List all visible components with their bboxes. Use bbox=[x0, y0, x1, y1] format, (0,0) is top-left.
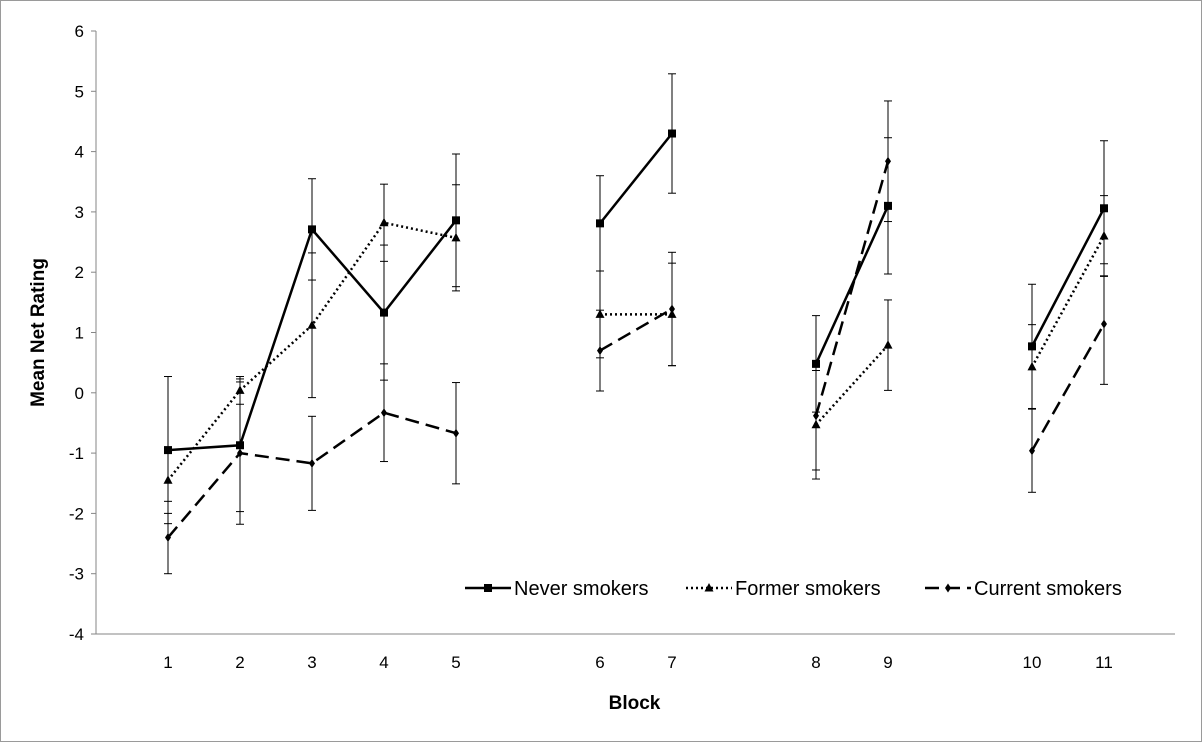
x-tick-label: 8 bbox=[811, 653, 820, 672]
legend-label-former-smokers: Former smokers bbox=[735, 578, 881, 600]
current-smokers-point bbox=[381, 408, 387, 418]
former-smokers-point bbox=[163, 475, 173, 484]
never-smokers-point bbox=[812, 359, 820, 368]
series-markers bbox=[163, 129, 1109, 543]
former-smokers-point bbox=[1099, 231, 1109, 240]
x-tick-label: 2 bbox=[235, 653, 244, 672]
y-tick-label: 6 bbox=[75, 22, 84, 41]
current-smokers-point bbox=[885, 156, 891, 166]
former-smokers-point bbox=[1027, 361, 1037, 371]
y-tick-label: -4 bbox=[69, 625, 84, 644]
former-smokers-point bbox=[883, 340, 893, 349]
y-tick-label: -2 bbox=[69, 504, 84, 523]
never-smokers-point bbox=[380, 308, 388, 317]
y-tick-label: 2 bbox=[75, 263, 84, 282]
y-tick-label: -1 bbox=[69, 444, 84, 463]
never-smokers-point bbox=[452, 216, 460, 225]
legend-label-never-smokers: Never smokers bbox=[514, 578, 648, 600]
legend-marker-former-smokers bbox=[704, 583, 714, 592]
y-tick-label: 3 bbox=[75, 203, 84, 222]
x-tick-label: 5 bbox=[451, 653, 460, 672]
series-lines bbox=[167, 132, 1106, 539]
current-smokers-point bbox=[453, 428, 459, 438]
former-smokers-point bbox=[235, 385, 245, 394]
never-smokers-point bbox=[1100, 204, 1108, 213]
current-smokers-point bbox=[1101, 319, 1107, 329]
y-axis-title: Mean Net Rating bbox=[28, 258, 49, 407]
never-smokers-point bbox=[164, 446, 172, 455]
never-smokers-point bbox=[596, 219, 604, 228]
former-smokers-point bbox=[811, 419, 821, 429]
y-tick-label: 4 bbox=[75, 143, 84, 162]
current-smokers-point bbox=[597, 346, 603, 356]
former-smokers-line bbox=[1030, 235, 1106, 368]
y-tick-label: 5 bbox=[75, 82, 84, 101]
former-smokers-line bbox=[167, 221, 457, 482]
legend: Never smokers Former smokers Current smoke… bbox=[465, 578, 1122, 600]
x-axis-ticks: 1 2 3 4 5 6 7 8 9 10 11 bbox=[163, 653, 1113, 672]
error-bars bbox=[164, 73, 1108, 575]
never-smokers-point bbox=[884, 201, 892, 210]
former-smokers-point bbox=[667, 309, 677, 318]
current-smokers-line bbox=[814, 160, 890, 417]
never-smokers-point bbox=[1028, 342, 1036, 351]
axes bbox=[95, 31, 1175, 635]
former-smokers-point bbox=[379, 217, 389, 227]
legend-marker-never-smokers bbox=[484, 584, 492, 592]
x-tick-label: 3 bbox=[307, 653, 316, 672]
y-tick-label: -3 bbox=[69, 565, 84, 584]
current-smokers-line bbox=[167, 411, 457, 539]
legend-label-current-smokers: Current smokers bbox=[974, 578, 1122, 600]
y-tick-label: 1 bbox=[75, 324, 84, 343]
former-smokers-line bbox=[815, 344, 889, 426]
legend-item-never-smokers: Never smokers bbox=[465, 578, 648, 600]
x-axis-title: Block bbox=[609, 693, 661, 714]
x-tick-label: 9 bbox=[883, 653, 892, 672]
current-smokers-point bbox=[669, 304, 675, 314]
legend-item-current-smokers: Current smokers bbox=[925, 578, 1122, 600]
x-tick-label: 7 bbox=[667, 653, 676, 672]
x-tick-label: 11 bbox=[1095, 653, 1113, 672]
legend-marker-current-smokers bbox=[945, 583, 951, 593]
never-smokers-point bbox=[236, 441, 244, 450]
never-smokers-point bbox=[668, 129, 676, 138]
current-smokers-line bbox=[1030, 323, 1106, 452]
y-tick-label: 0 bbox=[75, 384, 84, 403]
x-tick-label: 10 bbox=[1023, 653, 1042, 672]
x-tick-label: 6 bbox=[595, 653, 604, 672]
legend-item-former-smokers: Former smokers bbox=[686, 578, 881, 600]
y-axis-ticks: -4 -3 -2 -1 0 1 2 3 4 5 6 bbox=[69, 22, 96, 644]
x-tick-label: 4 bbox=[379, 653, 388, 672]
never-smokers-point bbox=[308, 225, 316, 234]
current-smokers-point bbox=[813, 411, 819, 421]
never-smokers-line bbox=[1030, 207, 1106, 347]
never-smokers-line bbox=[599, 132, 673, 225]
x-tick-label: 1 bbox=[163, 653, 172, 672]
former-smokers-point bbox=[595, 309, 605, 318]
current-smokers-point bbox=[165, 533, 171, 543]
current-smokers-point bbox=[1029, 446, 1035, 456]
former-smokers-point bbox=[451, 232, 461, 242]
current-smokers-point bbox=[237, 448, 243, 458]
former-smokers-point bbox=[307, 320, 317, 329]
current-smokers-line bbox=[599, 307, 673, 352]
current-smokers-point bbox=[309, 458, 315, 468]
